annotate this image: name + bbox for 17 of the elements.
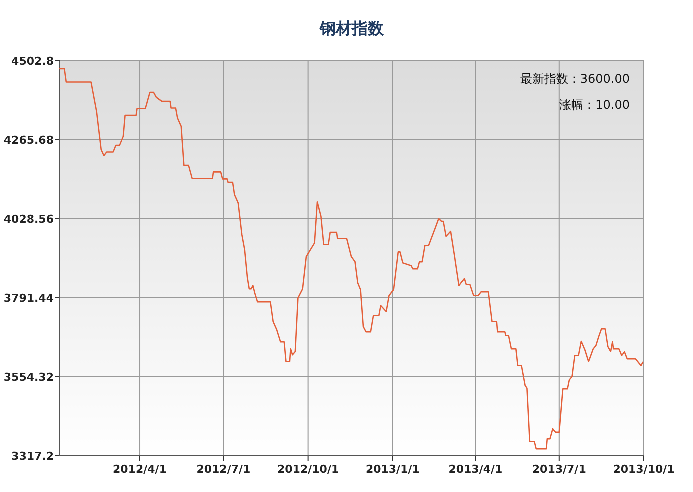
y-tick-label: 3791.44 xyxy=(4,292,54,305)
annotation: 最新指数：3600.00 xyxy=(520,72,630,86)
line-series xyxy=(59,68,644,450)
y-tick-label: 4502.8 xyxy=(12,55,54,68)
x-tick-label: 2012/10/1 xyxy=(278,463,340,476)
x-tick-label: 2012/4/1 xyxy=(113,463,167,476)
y-tick-label: 3317.2 xyxy=(12,450,54,463)
y-tick-label: 3554.32 xyxy=(4,371,54,384)
y-tick-label: 4265.68 xyxy=(4,134,54,147)
x-tick-label: 2013/7/1 xyxy=(532,463,586,476)
annotation: 涨幅：10.00 xyxy=(560,98,630,112)
x-tick-label: 2013/10/1 xyxy=(613,463,675,476)
x-tick-label: 2013/4/1 xyxy=(448,463,503,476)
chart-title: 钢材指数 xyxy=(319,19,385,38)
y-tick-label: 4028.56 xyxy=(4,213,54,226)
x-tick-label: 2013/1/1 xyxy=(366,463,420,476)
x-tick-label: 2012/7/1 xyxy=(196,463,251,476)
